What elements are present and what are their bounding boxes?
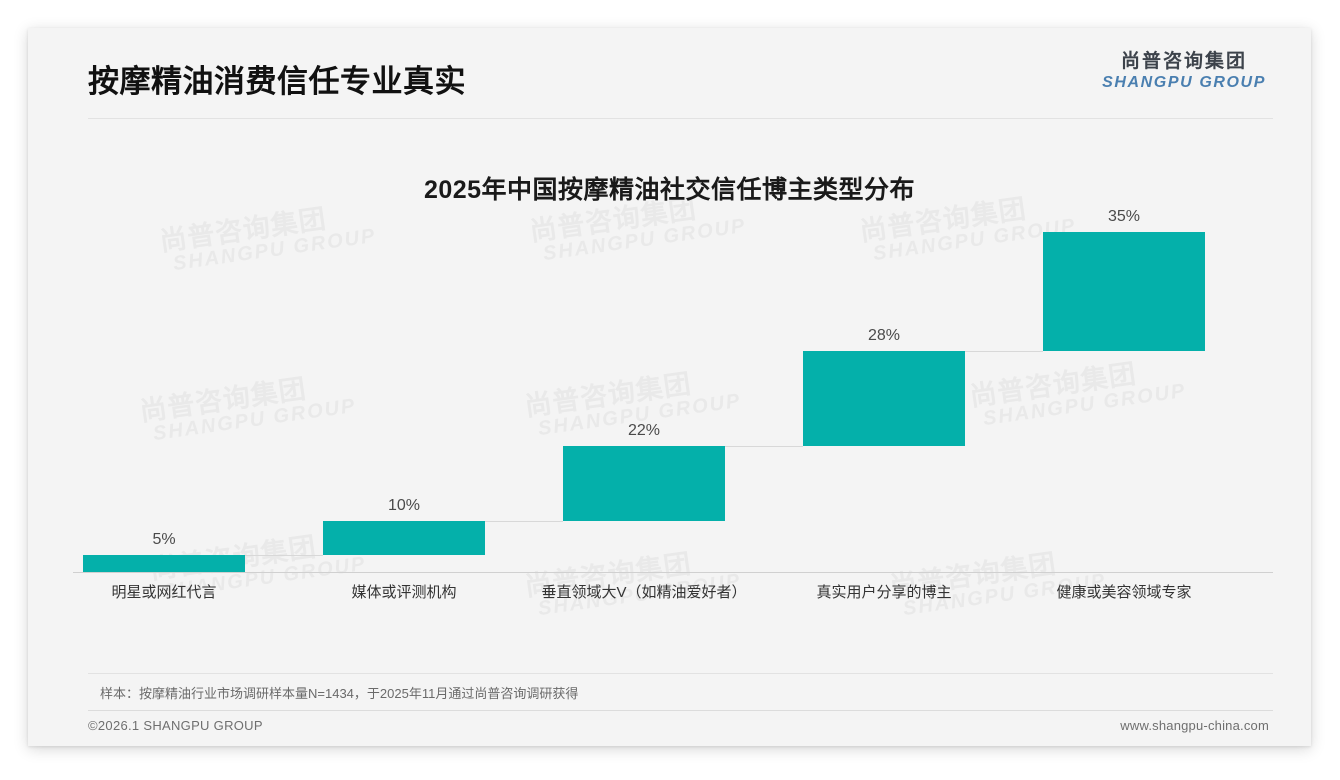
chart-connector-line: [965, 351, 1043, 352]
chart-category-label: 垂直领域大V（如精油爱好者）: [541, 584, 747, 601]
slide-canvas: 尚普咨询集团 SHANGPU GROUP 尚普咨询集团 SHANGPU GROU…: [28, 28, 1311, 746]
footer-copyright: ©2026.1 SHANGPU GROUP: [88, 718, 263, 733]
chart-title: 2025年中国按摩精油社交信任博主类型分布: [423, 176, 916, 204]
slide-header: 按摩精油消费信任专业真实 尚普咨询集团 SHANGPU GROUP: [28, 28, 1311, 118]
chart-axis-line: [73, 572, 1273, 573]
chart-category-label: 健康或美容领域专家: [1056, 584, 1192, 601]
chart-connector-line: [245, 555, 323, 556]
chart-bar-value-label: 28%: [867, 327, 901, 344]
chart-bar-value-label: 22%: [627, 422, 661, 439]
chart-category-label: 真实用户分享的博主: [816, 584, 952, 601]
brand-logo: 尚普咨询集团 SHANGPU GROUP: [1102, 52, 1266, 91]
chart-footnote: 样本：按摩精油行业市场调研样本量N=1434，于2025年11月通过尚普咨询调研…: [100, 686, 579, 701]
chart-bar: [563, 446, 725, 521]
header-divider: [88, 118, 1273, 119]
chart-connector-line: [725, 446, 803, 447]
chart-bar: [323, 521, 485, 555]
chart-category-label: 明星或网红代言: [111, 584, 217, 601]
brand-logo-cn: 尚普咨询集团: [1121, 51, 1248, 72]
chart-bar: [83, 555, 245, 572]
chart-bar-value-label: 35%: [1107, 208, 1141, 225]
chart-category-label: 媒体或评测机构: [351, 584, 457, 601]
footer-website: www.shangpu-china.com: [1120, 718, 1269, 733]
footer-divider: [88, 710, 1273, 711]
chart-bar-value-label: 10%: [387, 497, 421, 514]
chart-bar: [803, 351, 965, 446]
page-title: 按摩精油消费信任专业真实: [88, 64, 466, 99]
chart-bar: [1043, 232, 1205, 351]
brand-logo-en: SHANGPU GROUP: [1102, 74, 1266, 91]
chart-connector-line: [485, 521, 563, 522]
chart-bar-value-label: 5%: [152, 531, 176, 548]
footnote-divider: [88, 673, 1273, 674]
